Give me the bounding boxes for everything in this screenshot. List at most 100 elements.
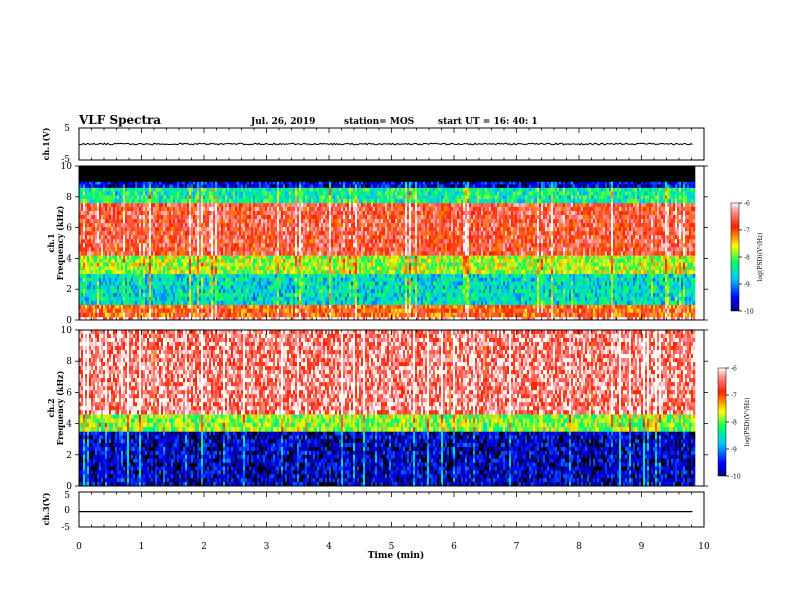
spec1-cell-897 (123, 203, 126, 208)
spec1-cell-4476 (301, 166, 304, 171)
spec1-cell-1890 (173, 296, 176, 302)
spec1-cell-4549 (305, 251, 308, 256)
spec1-cell-123 (85, 312, 88, 318)
spec1-cell-3519 (253, 177, 256, 182)
spec1-cell-2252 (191, 255, 194, 260)
spec1-cell-2521 (205, 304, 208, 309)
spec1-cell-4003 (279, 312, 282, 318)
spec1-cell-2907 (223, 243, 226, 248)
spec1-cell-608 (109, 289, 112, 294)
spec1-cell-3230 (239, 187, 242, 192)
spec1-cell-2894 (223, 262, 226, 267)
spec1-cell-1692 (163, 255, 166, 260)
spec1-cell-995 (127, 184, 130, 188)
spec1-cell-685 (113, 277, 116, 282)
spec1-cell-2669 (211, 251, 214, 256)
spec1-cell-3525 (255, 277, 258, 282)
spec1-cell-2682 (213, 308, 216, 314)
spec1-cell-1722 (165, 308, 168, 314)
spec1-cell-2985 (227, 235, 230, 240)
spec1-cell-3436 (249, 166, 252, 171)
spec1-cell-4899 (323, 211, 326, 216)
spec1-cell-4417 (299, 203, 302, 208)
spec1-cell-1013 (129, 259, 132, 263)
spec1-cell-1447 (151, 285, 154, 290)
spec1-cell-141 (85, 219, 88, 224)
spec1-cell-4282 (293, 308, 296, 314)
spec1-cell-2123 (185, 312, 188, 318)
spec1-cell-2618 (209, 207, 212, 212)
spec1-cell-108 (83, 247, 86, 252)
spec1-cell-1555 (155, 184, 158, 188)
spec1-cell-2910 (223, 187, 226, 192)
spec1-cell-1128 (135, 289, 138, 294)
spec1-cell-380 (97, 215, 100, 220)
spec1-cell-2604 (209, 273, 212, 278)
spec1-cell-4931 (325, 300, 328, 305)
spec1-cell-2916 (223, 166, 226, 171)
spec1-cell-1631 (159, 191, 162, 196)
spec1-cell-2877 (221, 169, 224, 174)
spec1-cell-646 (111, 281, 114, 286)
spec1-cell-2889 (223, 293, 226, 298)
spec1-cell-796 (117, 166, 120, 171)
spec1-cell-1592 (157, 195, 160, 200)
spec1-cell-3328 (245, 289, 248, 294)
spec1-cell-4239 (289, 177, 292, 182)
spec1-cell-1181 (137, 219, 140, 224)
spec1-cell-144 (85, 231, 88, 236)
spec1-cell-4349 (295, 251, 298, 256)
spec1-cell-421 (99, 219, 102, 224)
spec1-cell-2874 (221, 181, 224, 185)
spec1-cell-4316 (293, 166, 296, 171)
spec1-cell-134 (85, 262, 88, 267)
spec1-cell-1387 (147, 243, 150, 248)
spec1-cell-906 (123, 239, 126, 244)
spec1-cell-3135 (235, 266, 238, 271)
spec1-cell-2708 (213, 247, 216, 252)
spec1-cell-807 (119, 285, 122, 290)
spec1-cell-2303 (193, 227, 196, 232)
spec1-cell-901 (123, 219, 126, 224)
spec1-cell-4612 (309, 255, 312, 260)
spec1-cell-3272 (241, 195, 244, 200)
spec1-cell-2898 (223, 207, 226, 212)
spec1-cell-3225 (239, 235, 242, 240)
spec1-cell-1662 (161, 223, 164, 228)
spec1-cell-4390 (297, 187, 300, 192)
spec1-cell-3460 (251, 215, 254, 220)
spec1-cell-2420 (199, 215, 202, 220)
spec1-cell-76 (81, 166, 84, 171)
spec1-cell-3661 (261, 219, 264, 224)
spec1-cell-4919 (323, 177, 326, 182)
spec1-cell-339 (95, 211, 98, 216)
spec1-cell-1261 (141, 219, 144, 224)
spec1-cell-1746 (165, 239, 168, 244)
spec1-cell-72 (81, 195, 84, 200)
spec1-cell-1461 (151, 219, 154, 224)
spec1-cell-1949 (175, 251, 178, 256)
spec1-cell-3455 (251, 266, 254, 271)
spec1-cell-4607 (309, 285, 312, 290)
spec1-cell-2792 (217, 195, 220, 200)
spec1-cell-3721 (265, 304, 268, 309)
spec1-cell-3740 (265, 215, 268, 220)
spec1-cell-235 (89, 184, 92, 188)
spec1-cell-4308 (293, 247, 296, 252)
spec1-cell-2221 (189, 219, 192, 224)
spec1-cell-1840 (171, 316, 174, 321)
spec1-cell-4683 (313, 312, 316, 318)
spec1-cell-3941 (275, 219, 278, 224)
spec1-cell-1151 (135, 191, 138, 196)
spec1-cell-4463 (301, 227, 304, 232)
spec1-cell-4745 (315, 235, 318, 240)
spec1-cell-2041 (181, 304, 184, 309)
spec1-cell-780 (117, 215, 120, 220)
spec1-cell-4944 (325, 231, 328, 236)
spec1-cell-1966 (177, 281, 180, 286)
spec1-cell-3065 (231, 235, 234, 240)
spec1-cell-4751 (315, 191, 318, 196)
spec1-cell-1573 (157, 259, 160, 263)
spec1-cell-4103 (283, 227, 286, 232)
spec1-cell-2925 (225, 277, 228, 282)
